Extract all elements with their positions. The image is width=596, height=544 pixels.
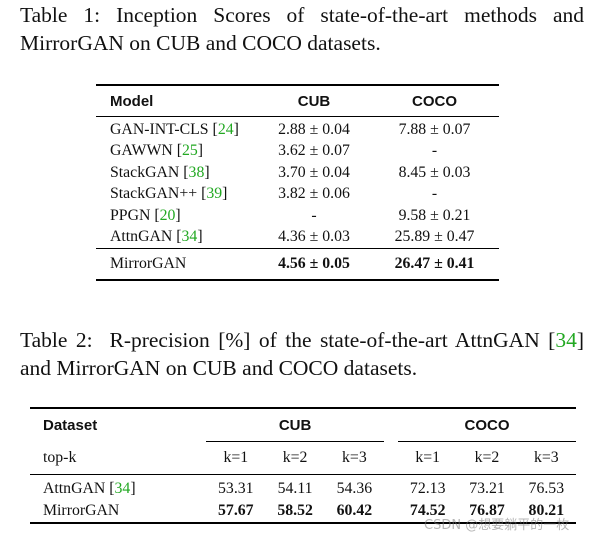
table2-caption: Table 2: R-precision [%] of the state-of… (20, 326, 584, 382)
group-header-row: Dataset CUB COCO (30, 408, 576, 442)
table-row: PPGN [20] - 9.58 ± 0.21 (96, 205, 499, 227)
citation-link[interactable]: 34 (114, 480, 131, 497)
cub-score-best: 4.56 ± 0.05 (278, 255, 350, 272)
r-precision-table: Dataset CUB COCO top-k k=1 k=2 k=3 k=1 k… (30, 407, 576, 524)
coco-score: 25.89 ± 0.47 (394, 228, 475, 246)
table-row-mirrorgan: MirrorGAN 4.56 ± 0.05 26.47 ± 0.41 (96, 248, 499, 280)
citation-link[interactable]: 24 (217, 120, 234, 138)
model-cell: AttnGAN [34] (43, 480, 136, 497)
model-cell: GAWWN [25] (110, 142, 204, 160)
rprec-value-best: 80.21 (528, 502, 565, 519)
model-cell: AttnGAN [34] (110, 228, 203, 246)
model-name: MirrorGAN (43, 502, 120, 519)
model-cell: StackGAN [38] (110, 163, 210, 181)
table2-caption-prefix: Table 2: (20, 328, 93, 352)
cub-score: 3.70 ± 0.04 (278, 163, 350, 181)
coco-score-best: 26.47 ± 0.41 (394, 255, 475, 272)
table-row: StackGAN++ [39] 3.82 ± 0.06 - (96, 184, 499, 206)
table-row: AttnGAN [34] 4.36 ± 0.03 25.89 ± 0.47 (96, 227, 499, 249)
model-name: AttnGAN (110, 228, 173, 246)
rprec-value-best: 58.52 (277, 502, 313, 519)
col-header-coco: COCO (370, 85, 499, 117)
rprec-value: 76.53 (528, 480, 565, 497)
model-name: PPGN (110, 206, 151, 224)
group-header-cub: CUB (278, 416, 312, 434)
citation-link[interactable]: 38 (188, 163, 205, 181)
table-header-row: Model CUB COCO (96, 85, 499, 117)
k-label: k=3 (516, 441, 576, 475)
rprec-value-best: 57.67 (218, 502, 254, 519)
cub-score: 2.88 ± 0.04 (278, 120, 350, 138)
coco-score: 7.88 ± 0.07 (398, 120, 471, 138)
model-name: GAN-INT-CLS (110, 120, 209, 138)
table1-caption: Table 1: Inception Scores of state-of-th… (20, 1, 584, 57)
model-cell: StackGAN++ [39] (110, 185, 228, 203)
coco-score: - (431, 185, 438, 203)
model-cell: PPGN [20] (110, 206, 181, 224)
table1-caption-prefix: Table 1: (20, 3, 101, 27)
model-cell: GAN-INT-CLS [24] (110, 120, 239, 138)
k-label: k=3 (324, 441, 385, 475)
topk-label: top-k (30, 441, 207, 475)
citation-link[interactable]: 25 (182, 142, 198, 160)
citation-link[interactable]: 39 (206, 185, 223, 203)
rprec-value-best: 74.52 (409, 502, 446, 519)
cub-score: 3.82 ± 0.06 (278, 185, 350, 203)
coco-score: 9.58 ± 0.21 (398, 206, 471, 224)
model-name: GAWWN (110, 142, 173, 160)
inception-score-table: Model CUB COCO GAN-INT-CLS [24] 2.88 ± 0… (96, 84, 499, 281)
table-row: GAN-INT-CLS [24] 2.88 ± 0.04 7.88 ± 0.07 (96, 117, 499, 141)
table-row: GAWWN [25] 3.62 ± 0.07 - (96, 141, 499, 163)
coco-score: 8.45 ± 0.03 (398, 163, 471, 181)
k-label: k=2 (265, 441, 325, 475)
k-label: k=1 (206, 441, 266, 475)
k-label: k=1 (398, 441, 458, 475)
group-header-coco: COCO (464, 416, 510, 434)
rprec-value-best: 60.42 (336, 502, 373, 519)
table-row: StackGAN [38] 3.70 ± 0.04 8.45 ± 0.03 (96, 162, 499, 184)
rprec-value: 73.21 (469, 480, 505, 497)
table2-caption-text-b: ] and MirrorGAN on CUB and COCO datasets… (20, 328, 584, 380)
watermark: CSDN @想要躺平的一枚 (424, 518, 570, 533)
citation-link[interactable]: 34 (181, 228, 198, 246)
col-header-cub: CUB (258, 85, 370, 117)
col-header-dataset: Dataset (43, 416, 98, 434)
cub-score: 3.62 ± 0.07 (278, 142, 350, 160)
citation-link[interactable]: 20 (159, 206, 176, 224)
rprec-value: 54.11 (277, 480, 313, 497)
cub-score: - (311, 206, 317, 224)
table-row-mirrorgan: MirrorGAN 57.67 58.52 60.42 74.52 76.87 … (30, 500, 576, 523)
rprec-value: 53.31 (218, 480, 254, 497)
table2-caption-text-a: R-precision [%] of the state-of-the-art … (109, 328, 556, 352)
citation-link[interactable]: 34 (555, 328, 577, 352)
model-name: MirrorGAN (96, 248, 258, 280)
coco-score: - (431, 142, 438, 160)
model-name: AttnGAN (43, 480, 106, 497)
model-name: StackGAN (110, 163, 180, 181)
rprec-value: 72.13 (409, 480, 446, 497)
table-row: AttnGAN [34] 53.31 54.11 54.36 72.13 73.… (30, 475, 576, 501)
k-label: k=2 (457, 441, 517, 475)
table1-caption-text: Inception Scores of state-of-the-art met… (20, 3, 584, 55)
col-header-model: Model (96, 85, 258, 117)
rprec-value-best: 76.87 (469, 502, 505, 519)
rprec-value: 54.36 (336, 480, 373, 497)
cub-score: 4.36 ± 0.03 (278, 228, 350, 246)
topk-row: top-k k=1 k=2 k=3 k=1 k=2 k=3 (30, 441, 576, 475)
model-name: StackGAN++ (110, 185, 198, 203)
